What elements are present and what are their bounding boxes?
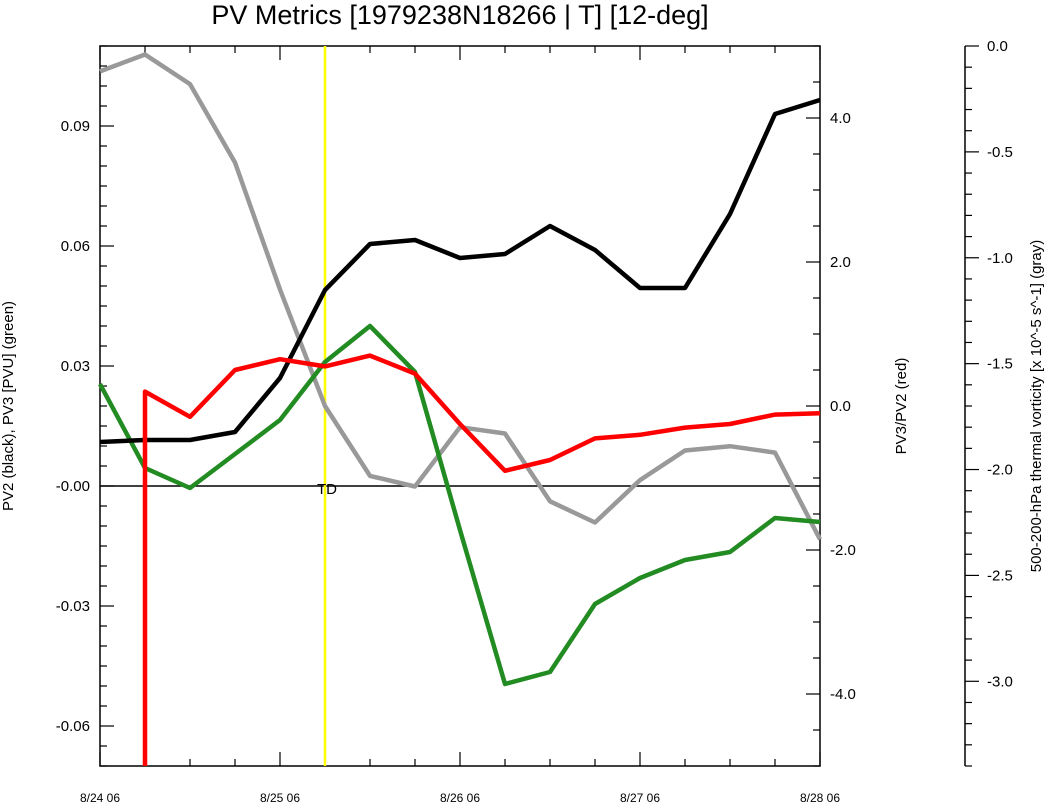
far-right-axis-tick-label: -1.5 [987,356,1013,373]
x-tick-label: 8/25 06 [260,791,300,805]
left-axis-tick-label: 0.09 [61,118,90,135]
series-line-pv3-pv2 [142,353,821,766]
left-axis-tick-label: -0.03 [56,598,90,615]
data-series [98,52,822,766]
left-axis-title: PV2 (black), PV3 [PVU] (green) [0,301,17,511]
chart-title: PV Metrics [1979238N18266 | T] [12-deg] [211,0,708,30]
left-axis-tick-label: 0.06 [61,238,90,255]
left-axis-tick-label: 0.03 [61,358,90,375]
x-tick-label: 8/24 06 [80,791,120,805]
far-right-axis-tick-label: -1.0 [987,250,1013,267]
far-right-axis-tick-label: -0.5 [987,144,1013,161]
far-right-axis-tick-label: -2.0 [987,462,1013,479]
series-line-pv3 [98,323,821,687]
far-right-axis-title: 500-200-hPa thermal vorticity [x 10^-5 s… [1028,240,1045,573]
right-axis-tick-label: 0.0 [830,398,851,415]
td-annotation: TD [317,481,337,498]
tick-labels: 8/24 06 8/25 06 8/26 06 8/27 06 8/28 06 0.09 0… [56,38,1013,805]
right-axis-tick-label: -4.0 [830,686,856,703]
series-line-pv2 [99,97,821,445]
left-axis-tick-label: -0.06 [56,718,90,735]
x-tick-label: 8/28 06 [800,791,840,805]
far-right-axis-tick-label: 0.0 [987,38,1008,55]
x-tick-label: 8/27 06 [620,791,660,805]
right-axis-tick-label: 4.0 [830,110,851,127]
far-right-axis-tick-label: -2.5 [987,567,1013,584]
right-axis-tick-label: -2.0 [830,542,856,559]
left-axis-tick-label: -0.00 [56,478,90,495]
x-tick-label: 8/26 06 [440,791,480,805]
right-axis-title: PV3/PV2 (red) [893,358,910,455]
far-right-axis-tick-label: -3.0 [987,673,1013,690]
right-axis-tick-label: 2.0 [830,254,851,271]
